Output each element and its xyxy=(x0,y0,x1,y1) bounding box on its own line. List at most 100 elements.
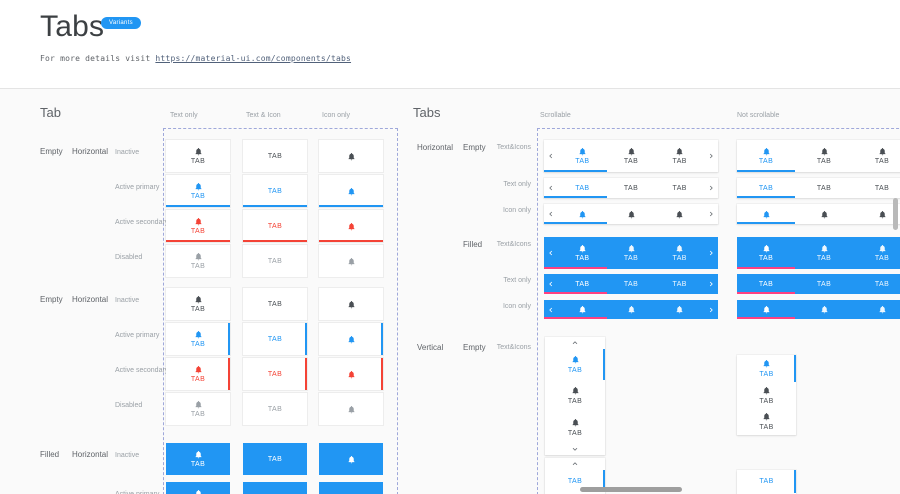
chevron-left-icon[interactable] xyxy=(544,300,558,319)
tab-cell[interactable]: TAB xyxy=(243,175,307,207)
tab[interactable] xyxy=(607,204,656,224)
chevron-left-icon[interactable] xyxy=(544,140,558,172)
tab[interactable] xyxy=(853,204,900,224)
tab[interactable]: TAB xyxy=(655,237,704,269)
tab[interactable]: TAB xyxy=(544,178,607,198)
tab[interactable] xyxy=(544,204,607,224)
tab[interactable]: TAB xyxy=(853,178,900,198)
tab-label: TAB xyxy=(190,411,206,418)
chevron-right-icon[interactable] xyxy=(704,237,718,269)
horizontal-scrollbar[interactable] xyxy=(580,487,682,492)
tab[interactable]: TAB xyxy=(544,237,607,269)
tab[interactable]: TAB xyxy=(607,274,656,294)
chevron-right-icon[interactable] xyxy=(704,178,718,198)
tab-cell[interactable]: TAB xyxy=(166,393,230,425)
chevron-right-icon[interactable] xyxy=(704,140,718,172)
tab[interactable]: TAB xyxy=(655,274,704,294)
tab-cell[interactable]: TAB xyxy=(166,210,230,242)
tab[interactable] xyxy=(737,204,795,224)
chevron-up-icon[interactable] xyxy=(545,337,605,349)
tab-cell[interactable] xyxy=(319,175,383,207)
tab-cell[interactable]: TAB xyxy=(166,323,230,355)
scrollable-tabs-slot: TAB TAB TAB xyxy=(544,178,718,198)
tabs-bar xyxy=(737,204,900,224)
docs-link[interactable]: https://material-ui.com/components/tabs xyxy=(155,54,352,63)
tab[interactable]: TAB xyxy=(655,178,704,198)
tab[interactable]: TAB xyxy=(737,382,796,409)
tab-cell[interactable]: TAB xyxy=(243,443,307,475)
tab-cell[interactable] xyxy=(319,288,383,320)
tab-cell[interactable]: TAB xyxy=(243,140,307,172)
chevron-left-icon[interactable] xyxy=(544,237,558,269)
tab-cell[interactable]: TAB xyxy=(243,245,307,277)
tab-cell[interactable]: TAB xyxy=(243,393,307,425)
tab-cell[interactable]: TAB xyxy=(243,358,307,390)
tab-cell[interactable]: TAB xyxy=(166,288,230,320)
chevron-down-icon[interactable] xyxy=(545,443,605,455)
tab-cell[interactable] xyxy=(319,358,383,390)
tab[interactable] xyxy=(655,300,704,319)
tab-cell[interactable]: TAB xyxy=(166,245,230,277)
tab[interactable] xyxy=(607,300,656,319)
tab[interactable]: TAB xyxy=(544,274,607,294)
tab[interactable]: TAB xyxy=(795,237,853,269)
tab[interactable]: TAB xyxy=(545,380,605,411)
tab[interactable]: TAB xyxy=(545,349,605,381)
tab[interactable]: TAB xyxy=(737,470,796,494)
chevron-up-icon[interactable] xyxy=(545,458,605,470)
tab-cell[interactable]: TAB xyxy=(166,358,230,390)
chevron-left-icon[interactable] xyxy=(544,204,558,224)
tab-cell[interactable] xyxy=(319,393,383,425)
tab[interactable]: TAB xyxy=(607,237,656,269)
notifications-icon xyxy=(347,455,356,464)
tab-cell[interactable]: TAB xyxy=(166,175,230,207)
chevron-left-icon[interactable] xyxy=(544,178,558,198)
chevron-left-icon[interactable] xyxy=(544,274,558,294)
tab[interactable]: TAB xyxy=(737,274,795,294)
tab[interactable]: TAB xyxy=(545,412,605,443)
tab[interactable]: TAB xyxy=(737,355,796,382)
tab-cell[interactable]: TAB xyxy=(166,140,230,172)
tab-cell[interactable] xyxy=(319,245,383,277)
chevron-right-icon[interactable] xyxy=(704,204,718,224)
tab-cell[interactable]: TAB xyxy=(243,288,307,320)
tab[interactable]: TAB xyxy=(607,178,656,198)
tab[interactable] xyxy=(853,300,900,319)
tab[interactable]: TAB xyxy=(853,274,900,294)
tab[interactable]: TAB xyxy=(737,178,795,198)
tab-label: TAB xyxy=(816,158,832,165)
tab[interactable]: TAB xyxy=(607,140,656,172)
tab-cell[interactable] xyxy=(319,140,383,172)
tab-cell[interactable]: TAB xyxy=(243,323,307,355)
tab[interactable]: TAB xyxy=(795,274,853,294)
tab[interactable]: TAB xyxy=(737,237,795,269)
tab[interactable]: TAB xyxy=(737,140,795,172)
tab[interactable]: TAB xyxy=(795,140,853,172)
tab[interactable]: TAB xyxy=(853,140,900,172)
tab-label: TAB xyxy=(759,424,774,432)
tab[interactable] xyxy=(737,300,795,319)
tab-cell[interactable] xyxy=(319,210,383,242)
tab-cell[interactable]: TAB xyxy=(166,443,230,475)
chevron-right-icon[interactable] xyxy=(704,274,718,294)
tab[interactable] xyxy=(544,300,607,319)
tab[interactable]: TAB xyxy=(795,178,853,198)
tab-label: TAB xyxy=(267,370,283,378)
chevron-right-icon[interactable] xyxy=(704,300,718,319)
vertical-scrollbar[interactable] xyxy=(893,198,898,230)
tab-cell[interactable] xyxy=(319,443,383,475)
tab[interactable]: TAB xyxy=(544,140,607,172)
tab-cell[interactable]: TAB xyxy=(243,210,307,242)
tab[interactable]: TAB xyxy=(655,140,704,172)
tab[interactable] xyxy=(795,204,853,224)
tab[interactable]: TAB xyxy=(545,470,605,492)
tab-cell[interactable] xyxy=(319,482,383,494)
tab[interactable] xyxy=(795,300,853,319)
active-indicator xyxy=(305,323,307,355)
tab[interactable]: TAB xyxy=(737,408,796,435)
tab-cell[interactable] xyxy=(319,323,383,355)
tab-cell[interactable]: TAB xyxy=(166,482,230,494)
tab-cell[interactable]: TAB xyxy=(243,482,307,494)
tab[interactable] xyxy=(655,204,704,224)
tab[interactable]: TAB xyxy=(853,237,900,269)
